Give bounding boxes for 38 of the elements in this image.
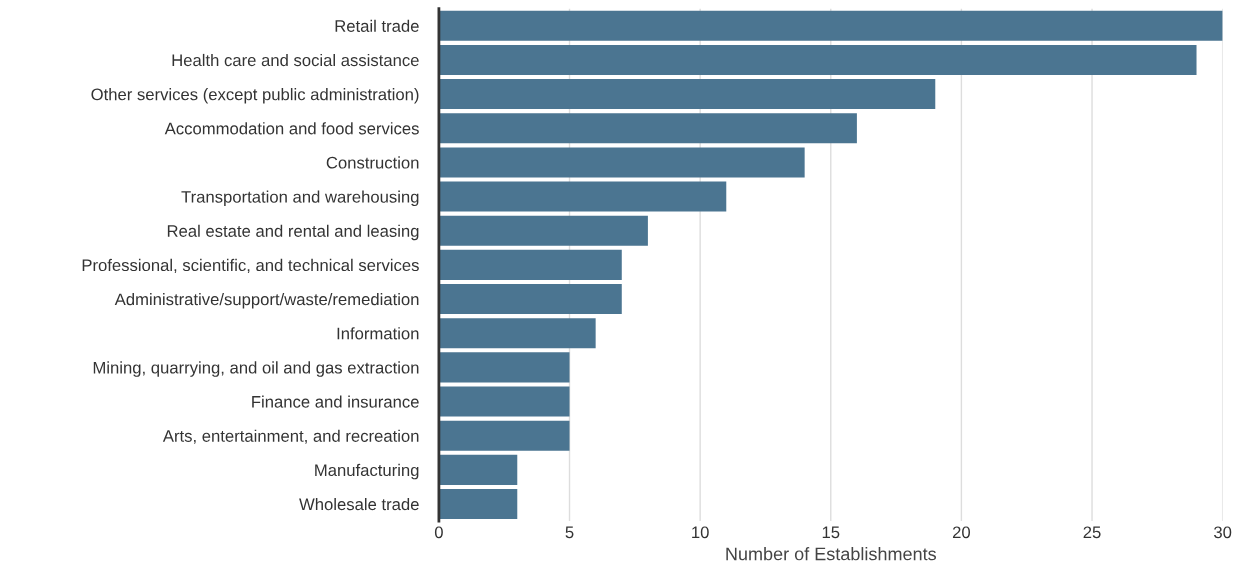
x-tick-label: 25 <box>1083 526 1101 539</box>
y-tick-label: Administrative/support/waste/remediation <box>114 293 419 309</box>
y-tick-label: Other services (except public administration) <box>91 88 419 104</box>
y-tick-label: Finance and insurance <box>252 395 419 408</box>
y-tick-label: Arts, entertainment, and recreation <box>162 429 419 444</box>
x-axis-title: Number of Establishments <box>726 547 936 561</box>
x-tick-label: 30 <box>1214 526 1232 539</box>
bar <box>438 386 570 417</box>
bar <box>438 454 518 485</box>
y-tick-label: Information <box>337 327 419 340</box>
x-tick-label: 5 <box>565 526 574 539</box>
y-tick-label: Accommodation and food services <box>164 122 419 135</box>
y-tick-label: Wholesale trade <box>299 497 419 511</box>
y-tick-label: Mining, quarrying, and oil and gas extraction <box>93 361 419 377</box>
bar <box>438 215 648 246</box>
x-tick-label: 0 <box>434 526 443 539</box>
bar <box>438 284 622 315</box>
x-tick-label: 15 <box>822 526 840 539</box>
y-tick-label: Professional, scientific, and technical services <box>82 258 419 274</box>
bar <box>438 113 857 144</box>
y-tick-label: Manufacturing <box>315 463 419 480</box>
x-tick-label: 10 <box>692 526 709 539</box>
y-tick-label: Construction <box>326 156 419 169</box>
bar <box>438 147 805 178</box>
bar <box>438 10 1223 41</box>
bar <box>438 44 1197 75</box>
y-tick-label: Real estate and rental and leasing <box>167 224 419 241</box>
bar <box>438 249 622 280</box>
bar <box>438 79 936 110</box>
bar <box>438 181 727 212</box>
bar <box>438 420 570 451</box>
bar <box>438 352 570 383</box>
y-tick-label: Health care and social assistance <box>172 53 419 67</box>
y-tick-label: Transportation and warehousing <box>181 190 419 207</box>
bar <box>438 318 596 349</box>
y-tick-label: Retail trade <box>335 19 419 32</box>
x-tick-label: 20 <box>952 526 971 539</box>
bar <box>438 488 518 520</box>
